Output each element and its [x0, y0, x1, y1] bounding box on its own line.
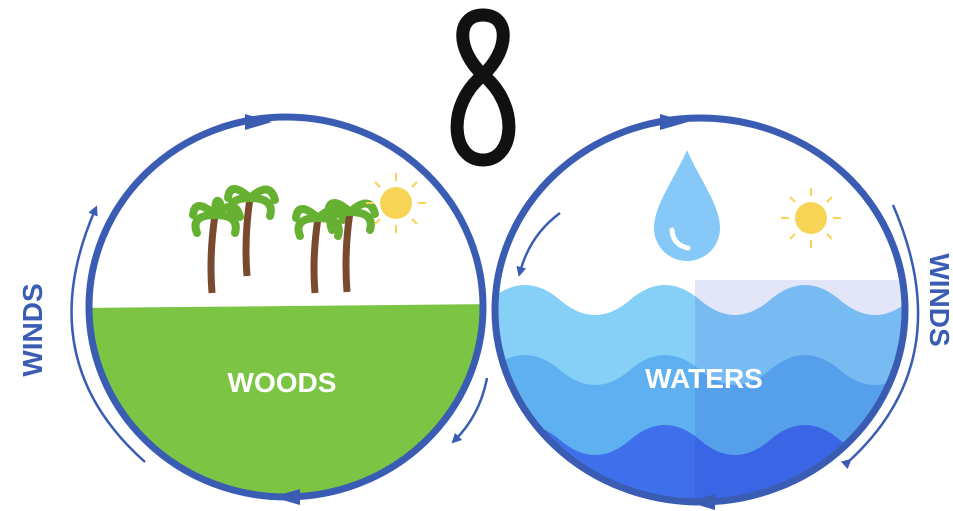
- winds-label: WINDS: [17, 283, 48, 376]
- winds-label: WINDS: [924, 253, 953, 346]
- waters-scene: [490, 110, 910, 511]
- cycle-symbol: [457, 15, 509, 160]
- woods-label: WOODS: [228, 367, 337, 398]
- waters-label: WATERS: [645, 363, 763, 394]
- woods-scene: [80, 110, 500, 510]
- diagram: WOODS WATERS WINDS WINDS: [0, 0, 953, 511]
